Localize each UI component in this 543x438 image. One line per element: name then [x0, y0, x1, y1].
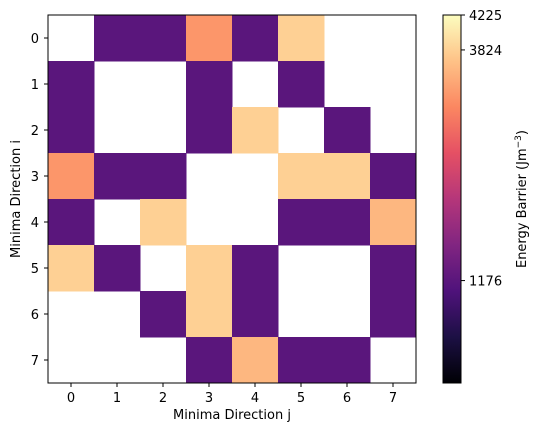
heatmap-cell-0-2: [140, 15, 187, 62]
heatmap-cell-3-1: [94, 153, 141, 200]
heatmap-cell-6-2: [140, 291, 187, 338]
heatmap-cell-3-2: [140, 153, 187, 200]
x-tick-label: 4: [251, 391, 259, 406]
x-tick-label: 0: [67, 391, 75, 406]
heatmap-cell-5-7: [370, 245, 417, 292]
heatmap-cell-3-7: [370, 153, 417, 200]
heatmap-cell-1-3: [186, 61, 233, 108]
heatmap-cell-1-0: [48, 61, 95, 108]
x-tick-label: 5: [297, 391, 305, 406]
heatmap-cell-7-4: [232, 337, 279, 384]
colorbar-tick-label: 4225: [469, 9, 502, 24]
y-axis-ticks: 0 1 2 3 4 5 6 7: [31, 32, 48, 369]
heatmap-cell-7-6: [324, 337, 371, 384]
heatmap-cell-4-6: [324, 199, 371, 246]
y-tick-label: 0: [31, 32, 39, 47]
heatmap-cell-7-5: [278, 337, 325, 384]
heatmap-cell-3-6: [324, 153, 371, 200]
colorbar-gradient: [442, 14, 462, 384]
y-axis-label: Minima Direction i: [9, 140, 24, 258]
x-tick-label: 1: [113, 391, 121, 406]
x-tick-label: 6: [343, 391, 351, 406]
heatmap-cell-3-0: [48, 153, 95, 200]
heatmap-cell-4-0: [48, 199, 95, 246]
y-tick-label: 4: [31, 216, 39, 231]
heatmap-cell-0-1: [94, 15, 141, 62]
heatmap-cell-2-3: [186, 107, 233, 154]
heatmap-cell-2-4: [232, 107, 279, 154]
colorbar-label-text: Energy Barrier (Jm: [515, 148, 530, 268]
colorbar-label: Energy Barrier (Jm−3): [514, 130, 530, 268]
plot-frame: [47, 14, 417, 384]
heatmap-cell-0-3: [186, 15, 233, 62]
heatmap-cell-4-2: [140, 199, 187, 246]
y-tick-label: 7: [31, 354, 39, 369]
x-tick-label: 7: [389, 391, 397, 406]
heatmap-cell-6-4: [232, 291, 279, 338]
heatmap-cell-3-5: [278, 153, 325, 200]
heatmap-cell-5-1: [94, 245, 141, 292]
heatmap-cell-5-0: [48, 245, 95, 292]
heatmap-cell-5-3: [186, 245, 233, 292]
colorbar: 4225 3824 1176 Energy Barrier (Jm−3): [442, 9, 530, 384]
y-tick-label: 1: [31, 78, 39, 93]
x-tick-label: 2: [159, 391, 167, 406]
y-tick-label: 3: [31, 170, 39, 185]
colorbar-label-close: ): [515, 130, 530, 135]
colorbar-ticks: 4225 3824 1176: [461, 9, 502, 290]
colorbar-label-superscript: −3: [514, 135, 524, 148]
heatmap-cell-6-7: [370, 291, 417, 338]
heatmap-cell-5-4: [232, 245, 279, 292]
y-tick-label: 2: [31, 124, 39, 139]
heatmap-cell-7-3: [186, 337, 233, 384]
colorbar-tick-label: 3824: [469, 44, 502, 59]
heatmap-cell-6-3: [186, 291, 233, 338]
heatmap-cell-0-4: [232, 15, 279, 62]
heatmap-cell-4-5: [278, 199, 325, 246]
colorbar-tick-label: 1176: [469, 275, 502, 290]
heatmap-cells: [48, 15, 417, 384]
heatmap-cell-2-0: [48, 107, 95, 154]
x-axis-label: Minima Direction j: [173, 408, 291, 423]
heatmap-cell-1-5: [278, 61, 325, 108]
y-tick-label: 6: [31, 308, 39, 323]
x-tick-label: 3: [205, 391, 213, 406]
x-axis-ticks: 0 1 2 3 4 5 6 7: [67, 383, 397, 406]
heatmap-cell-2-6: [324, 107, 371, 154]
y-tick-label: 5: [31, 262, 39, 277]
heatmap-cell-4-7: [370, 199, 417, 246]
heatmap-cell-0-5: [278, 15, 325, 62]
